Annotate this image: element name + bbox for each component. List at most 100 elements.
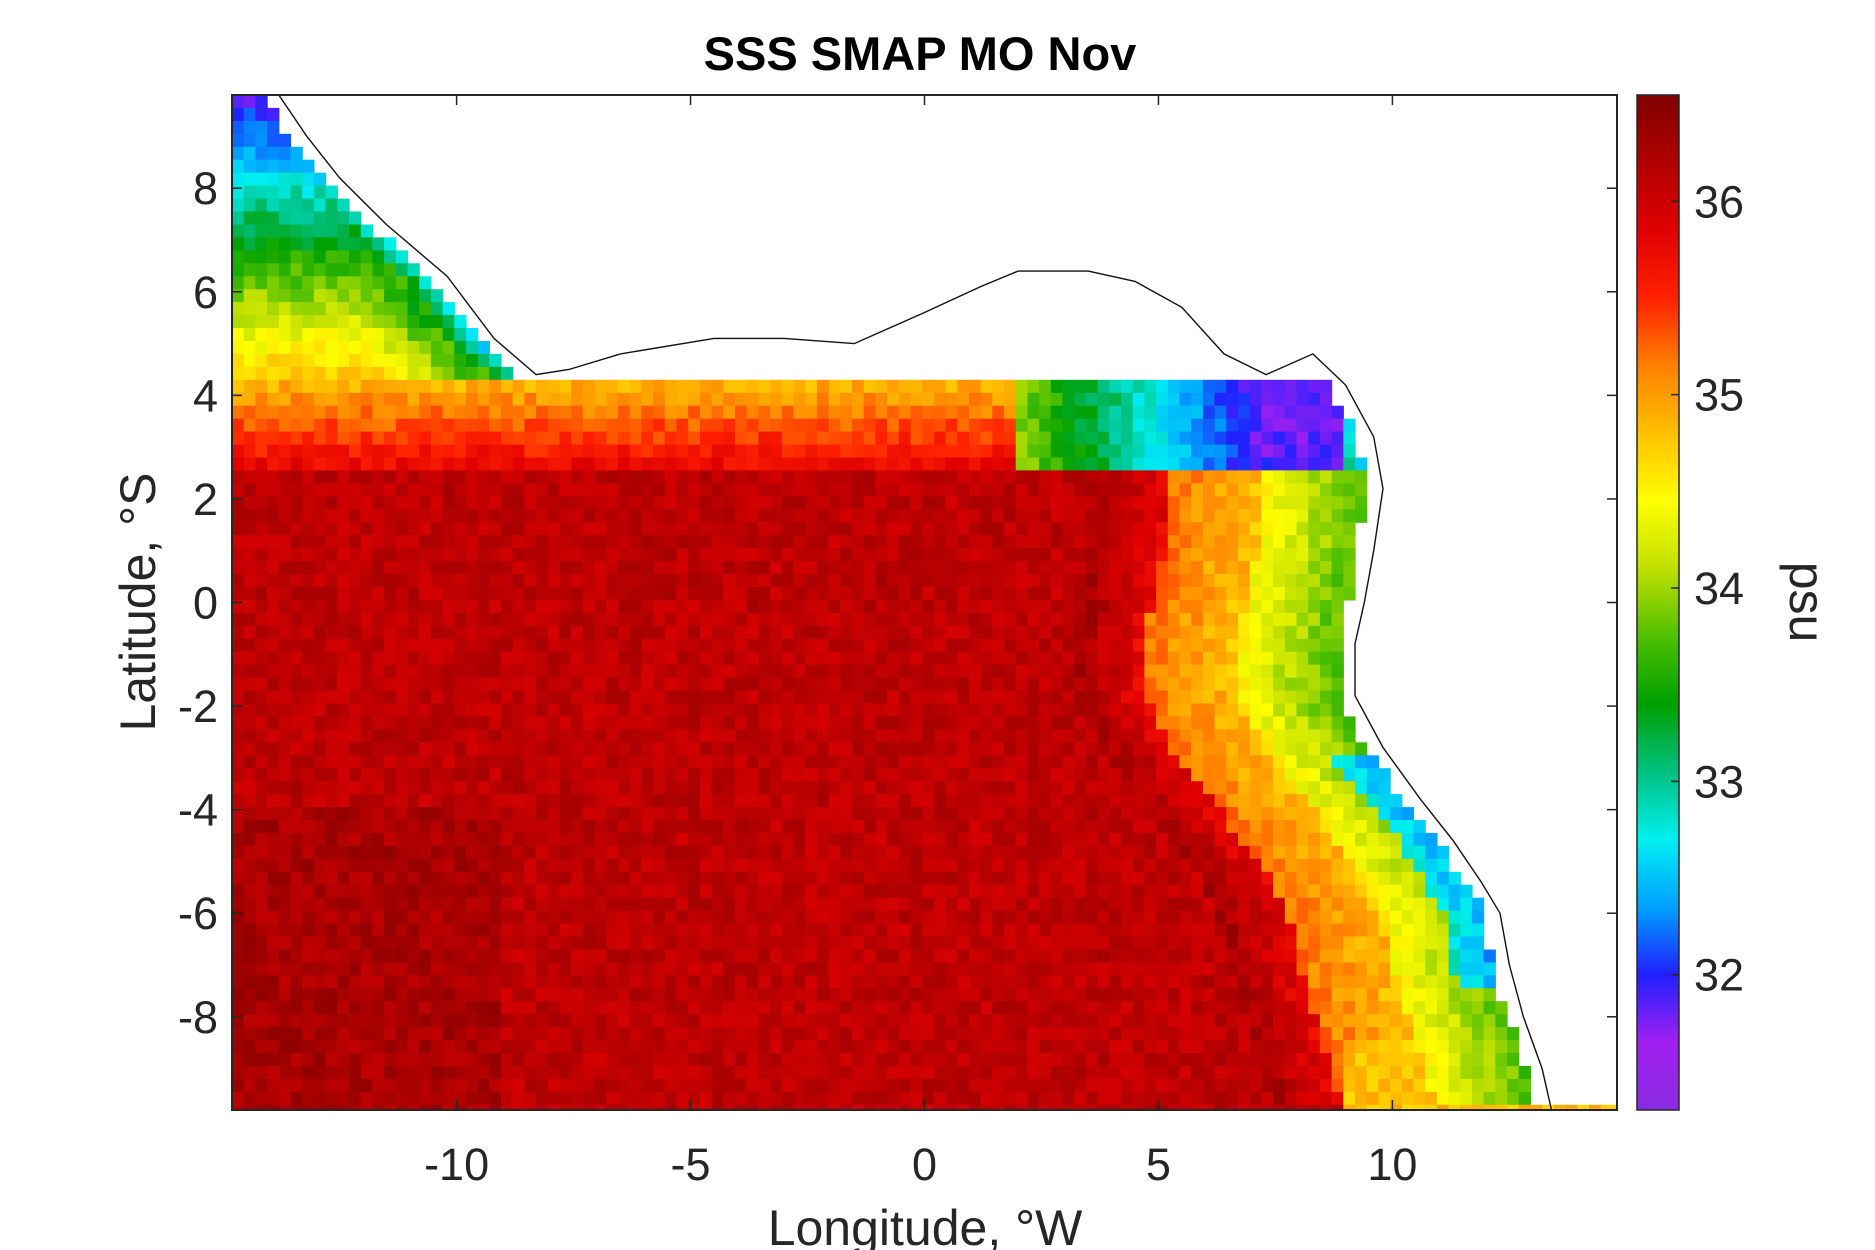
heat-cell (1284, 975, 1298, 989)
heat-cell (1413, 845, 1426, 860)
heat-cell (840, 988, 853, 1002)
heat-cell (372, 599, 385, 614)
heat-cell (735, 832, 748, 847)
heat-cell (407, 716, 420, 730)
heat-cell (875, 832, 888, 847)
heat-cell (571, 690, 584, 704)
heat-cell (430, 768, 444, 782)
heat-cell (781, 612, 795, 627)
heat-cell (1261, 858, 1274, 873)
heat-cell (407, 483, 420, 497)
heat-cell (1062, 884, 1075, 899)
heat-cell (337, 923, 350, 938)
heat-cell (1249, 832, 1262, 847)
heat-cell (1249, 962, 1262, 976)
heat-cell (1249, 858, 1262, 873)
heat-cell (1284, 690, 1298, 704)
heat-cell (1132, 677, 1145, 692)
heat-cell (454, 574, 467, 588)
heat-cell (1401, 807, 1415, 821)
heat-cell (1319, 768, 1333, 782)
heat-cell (582, 444, 596, 459)
heat-cell (559, 820, 572, 834)
heat-cell (723, 496, 736, 510)
heat-cell (232, 509, 245, 523)
heat-cell (746, 599, 759, 614)
heat-cell (933, 535, 947, 549)
heat-cell (1156, 742, 1169, 756)
heat-cell (1249, 638, 1262, 653)
heat-cell (232, 832, 245, 847)
heat-cell (372, 328, 385, 342)
heat-cell (232, 302, 245, 316)
heat-cell (489, 444, 502, 459)
heat-cell (594, 392, 607, 407)
heat-cell (571, 703, 584, 717)
heat-cell (688, 470, 701, 484)
heat-cell (571, 457, 584, 471)
heat-cell (781, 522, 795, 536)
heat-cell (267, 302, 280, 316)
heat-cell (337, 897, 350, 912)
heat-cell (1284, 742, 1298, 756)
heat-cell (735, 548, 748, 562)
heat-cell (325, 405, 338, 420)
heat-cell (232, 729, 245, 743)
heat-cell (1179, 832, 1192, 847)
heat-cell (407, 315, 420, 329)
heat-cell (770, 845, 783, 860)
heat-cell (793, 716, 806, 730)
heat-cell (454, 962, 467, 976)
heat-cell (688, 561, 701, 575)
heat-cell (875, 638, 888, 653)
heat-cell (1074, 807, 1087, 821)
heat-cell (735, 923, 748, 938)
heat-cell (349, 509, 362, 523)
heat-cell (512, 664, 525, 679)
heat-cell (723, 444, 736, 459)
heat-cell (278, 146, 292, 161)
heat-cell (1366, 755, 1379, 769)
heat-cell (1167, 975, 1181, 989)
heat-cell (313, 587, 327, 601)
heat-cell (559, 599, 572, 614)
heat-cell (1284, 962, 1298, 976)
heat-cell (805, 548, 818, 562)
heat-cell (1062, 729, 1075, 743)
heat-cell (395, 716, 409, 730)
heat-cell (781, 871, 795, 886)
heat-cell (466, 418, 479, 433)
heat-cell (419, 949, 432, 963)
heat-cell (910, 742, 923, 756)
heat-cell (1156, 418, 1169, 433)
heat-cell (1355, 755, 1368, 769)
heat-cell (1214, 561, 1227, 575)
heat-cell (898, 949, 912, 963)
heat-cell (980, 535, 993, 549)
heat-cell (243, 146, 256, 161)
heat-cell (735, 690, 748, 704)
heat-cell (489, 910, 502, 925)
heat-cell (863, 535, 876, 549)
heat-cell (1284, 820, 1298, 834)
heat-cell (466, 522, 479, 536)
heat-cell (1109, 716, 1122, 730)
heat-cell (746, 703, 759, 717)
heat-cell (1027, 651, 1040, 666)
heat-cell (571, 379, 584, 394)
heat-cell (1167, 858, 1181, 873)
heat-cell (653, 768, 666, 782)
heat-cell (454, 716, 467, 730)
heat-cell (372, 794, 385, 808)
heat-cell (1273, 535, 1286, 549)
heat-cell (945, 768, 958, 782)
heat-cell (606, 949, 619, 963)
heat-cell (688, 496, 701, 510)
heat-cell (805, 871, 818, 886)
heat-cell (1366, 936, 1379, 950)
heat-cell (1179, 677, 1192, 692)
heat-cell (302, 483, 315, 497)
heat-cell (489, 651, 502, 666)
heat-cell (957, 858, 970, 873)
heat-cell (992, 858, 1005, 873)
